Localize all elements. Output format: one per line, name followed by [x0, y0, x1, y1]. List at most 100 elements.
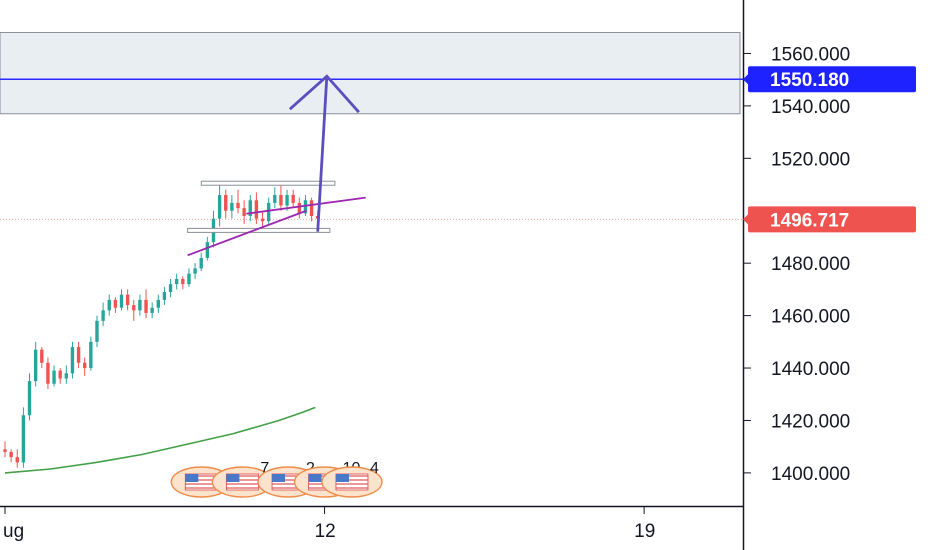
price-badge-label: 1550.180: [770, 70, 849, 91]
flag-canton: [308, 474, 322, 482]
candle: [95, 315, 99, 348]
candle-body: [303, 200, 308, 214]
projection-arrow-shaft: [316, 76, 329, 232]
candle: [46, 357, 50, 390]
candle-body: [3, 449, 7, 452]
candle: [70, 341, 75, 379]
candle: [181, 276, 185, 290]
candle-body: [242, 208, 246, 216]
candle-body: [156, 299, 160, 308]
candle: [89, 336, 93, 371]
candle: [193, 263, 197, 279]
candle: [309, 197, 314, 222]
candle: [9, 449, 13, 463]
candle-body: [236, 202, 240, 209]
x-tick-label: 12: [315, 521, 336, 542]
candle-body: [199, 257, 203, 269]
candle-body: [70, 347, 75, 374]
candle-body: [309, 200, 314, 216]
event-count: 4: [370, 460, 379, 477]
candle-body: [248, 200, 252, 216]
y-tick-label: 1540.000: [771, 97, 850, 118]
flag-canton: [226, 474, 240, 482]
candle-body: [205, 242, 210, 258]
candle: [217, 184, 222, 227]
candle-body: [58, 370, 62, 379]
candle: [224, 189, 228, 219]
candle: [64, 365, 69, 384]
projection-arrow-head: [288, 74, 360, 114]
candle: [236, 189, 240, 214]
candle-body: [273, 195, 277, 203]
candle-body: [138, 299, 142, 311]
candle-body: [119, 294, 124, 308]
candle: [125, 289, 130, 311]
candle: [58, 368, 62, 384]
event-marker: 4: [321, 460, 383, 498]
candle-body: [291, 195, 295, 203]
axes-layer: [0, 0, 745, 550]
candle-body: [9, 451, 13, 458]
candle: [230, 195, 234, 219]
flag-canton: [185, 474, 199, 482]
target-zone: [0, 31, 741, 115]
candle: [15, 449, 19, 468]
event-count: 7: [260, 460, 269, 477]
candles-layer: [3, 184, 320, 468]
candle-body: [162, 292, 167, 300]
price-badge: 1550.180: [743, 66, 916, 93]
candle-body: [193, 268, 197, 274]
candle: [83, 357, 87, 376]
y-tick-label: 1520.000: [771, 149, 850, 170]
price-badge-pointer: [743, 213, 749, 226]
candle: [76, 341, 81, 369]
candle-body: [260, 218, 265, 222]
candle: [3, 441, 7, 458]
candle: [187, 268, 191, 287]
price-badges: 1550.180 1496.717: [743, 66, 916, 233]
candle-body: [230, 202, 234, 211]
candle: [113, 297, 118, 313]
price-badge-bg: [748, 206, 916, 233]
candle: [175, 273, 179, 290]
y-tick-label: 1400.000: [771, 464, 850, 485]
candle: [242, 200, 246, 224]
candle: [168, 278, 173, 298]
candle-body: [89, 341, 93, 369]
candle-body: [254, 200, 259, 219]
candle-body: [64, 373, 69, 379]
candle: [150, 302, 154, 319]
price-badge-bg: [748, 66, 916, 93]
candle: [297, 197, 302, 219]
candle: [273, 187, 277, 209]
candle: [33, 341, 38, 387]
candle-body: [217, 195, 222, 219]
x-tick-label: ug: [3, 521, 24, 542]
candle-body: [15, 457, 19, 463]
candle: [199, 252, 203, 272]
price-badge-label: 1496.717: [770, 210, 849, 231]
candle-body: [83, 362, 87, 369]
events-layer: 72104: [170, 460, 383, 498]
candle-body: [266, 202, 271, 222]
flag-canton: [335, 474, 349, 482]
candle-body: [40, 349, 44, 363]
candle-body: [101, 310, 105, 321]
annotations-layer: [187, 74, 366, 257]
candle-body: [181, 278, 185, 285]
horizontal-lines-layer: [0, 78, 743, 220]
candle: [52, 365, 56, 387]
candle: [156, 294, 160, 313]
candle-body: [144, 299, 148, 313]
price-badge-pointer: [743, 73, 749, 86]
y-tick-label: 1560.000: [771, 44, 850, 65]
candle-body: [279, 195, 283, 206]
candle: [132, 299, 136, 321]
candle-body: [168, 284, 173, 293]
candle-body: [150, 307, 154, 313]
candle: [162, 286, 167, 306]
candle-body: [27, 381, 32, 416]
candle-body: [21, 415, 26, 463]
